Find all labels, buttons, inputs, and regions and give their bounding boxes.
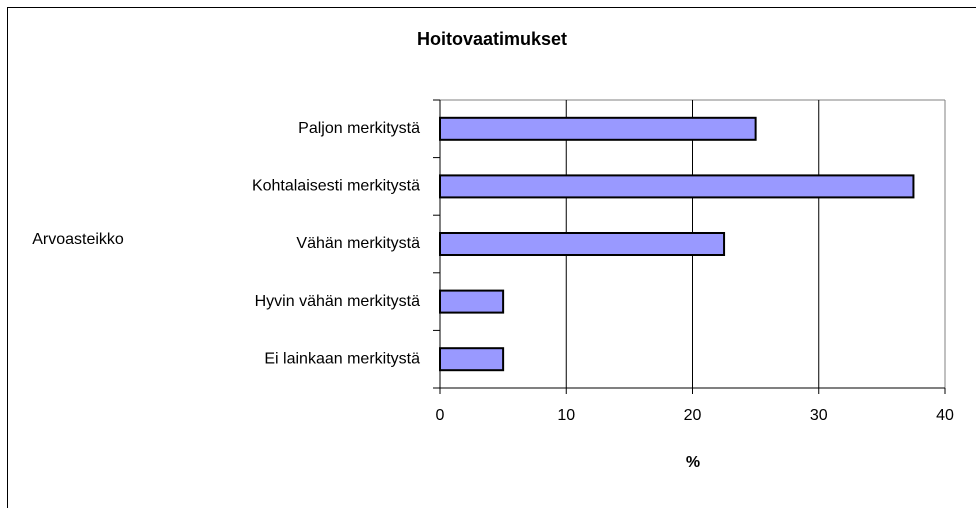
bar [439, 232, 726, 256]
y-tick-label: Vähän merkitystä [296, 235, 420, 252]
y-tick-label: Ei lainkaan merkitystä [264, 350, 420, 367]
y-tick-label: Paljon merkitystä [298, 120, 420, 137]
x-tick-label: 40 [936, 407, 954, 424]
x-tick-label: 0 [436, 407, 445, 424]
y-axis-label: Arvoasteikko [32, 231, 124, 248]
x-tick-label: 10 [557, 407, 575, 424]
bar [439, 174, 915, 199]
chart-title: Hoitovaatimukset [417, 29, 567, 49]
x-axis-label: % [686, 454, 700, 471]
x-tick-label: 20 [684, 407, 702, 424]
bar [439, 347, 505, 372]
x-tick-label: 30 [810, 407, 828, 424]
chart-border [7, 7, 976, 508]
bar [439, 116, 757, 141]
bar [439, 289, 505, 314]
y-tick-label: Hyvin vähän merkitystä [255, 293, 420, 310]
y-tick-label: Kohtalaisesti merkitystä [252, 178, 420, 195]
